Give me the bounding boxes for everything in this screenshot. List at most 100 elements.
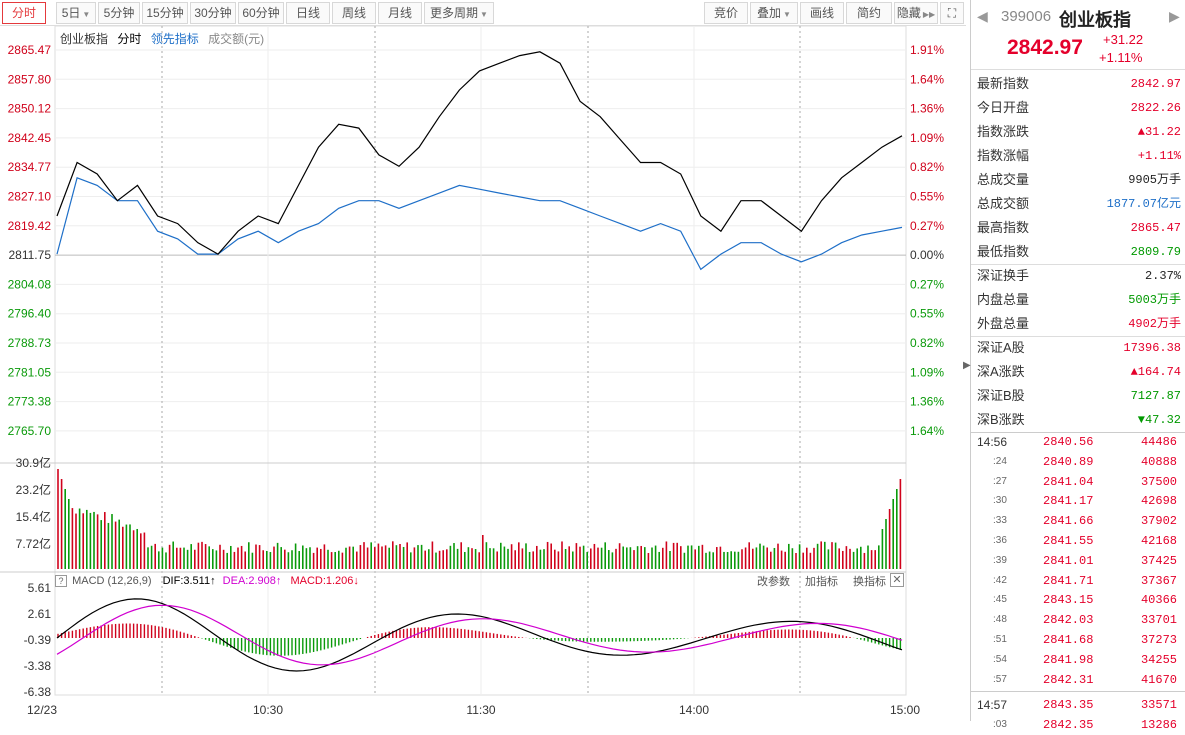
y-tick-right: 0.82% — [910, 160, 944, 174]
tick-time: :42 — [993, 574, 1007, 586]
tick-volume: 33571 — [1140, 698, 1177, 713]
macd-legend: ? MACD (12,26,9) DIF:3.511↑ DEA:2.908↑ M… — [55, 572, 906, 590]
stat-row: 深A涨跌 ▲164.74 — [977, 360, 1181, 384]
tick-time: :54 — [993, 653, 1007, 665]
tick-price: 2841.04 — [1043, 474, 1094, 489]
index-name: 创业板指 — [1059, 10, 1131, 30]
x-tick: 15:00 — [890, 703, 920, 717]
stat-label: 指数涨跌 — [977, 124, 1030, 139]
tick-row: :33 2841.66 37902 — [971, 511, 1181, 531]
macd-dea: DEA:2.908↑ — [222, 575, 282, 587]
tab-more-periods[interactable]: 更多周期 ▼ — [424, 2, 494, 24]
next-arrow-icon[interactable]: ▶ — [1169, 8, 1180, 24]
y-tick-left: 2834.77 — [8, 160, 52, 174]
y-tick-left: 2788.73 — [8, 336, 52, 350]
stat-value: ▲31.22 — [1137, 125, 1181, 139]
tick-price: 2841.55 — [1043, 534, 1094, 548]
chart-legend: 创业板指 分时 领先指标 成交额(元) — [60, 30, 270, 47]
tick-volume: 13286 — [1140, 718, 1177, 733]
tick-volume: 37273 — [1140, 633, 1177, 647]
tick-price: 2841.68 — [1043, 633, 1094, 647]
auction-button[interactable]: 竞价 — [704, 2, 748, 24]
y-tick-right: 0.27% — [910, 219, 944, 233]
tab-daily[interactable]: 日线 — [286, 2, 330, 24]
tick-time: :51 — [993, 634, 1007, 645]
dropdown-icon: ▼ — [783, 10, 791, 19]
collapse-panel-icon[interactable]: ▶ — [963, 360, 971, 371]
tick-row: :36 2841.55 42168 — [971, 531, 1181, 551]
period-toolbar: 分时 5日 ▼ 5分钟 15分钟 30分钟 60分钟 日线 周线 月线 更多周期 ▼… — [0, 0, 966, 26]
tab-5day[interactable]: 5日 ▼ — [56, 2, 96, 24]
draw-line-button[interactable]: 画线 — [800, 2, 844, 24]
stat-label: 今日开盘 — [977, 100, 1030, 115]
macd-params-button[interactable]: 改参数 — [757, 576, 790, 588]
stat-label: 最新指数 — [977, 76, 1030, 91]
intraday-chart[interactable]: 2865.47 1.91% 2857.80 1.64% 2850.12 1.36% 2842… — [0, 25, 966, 721]
x-tick: 14:00 — [679, 703, 709, 717]
stat-value: 7127.87 — [1130, 389, 1181, 403]
tab-monthly[interactable]: 月线 — [378, 2, 422, 24]
price-change: +31.22 — [1103, 32, 1144, 47]
overlay-button[interactable]: 叠加 ▼ — [750, 2, 798, 24]
y-tick-left: 2796.40 — [8, 307, 52, 321]
y-tick-left: 2842.45 — [8, 131, 52, 145]
tab-60min[interactable]: 60分钟 — [238, 2, 284, 24]
quote-panel: ◀ 399006 创业板指 ▶ 2842.97 +31.22 +1.11% 最新… — [970, 0, 1185, 732]
stat-value: 4902万手 — [1128, 317, 1181, 331]
macd-help-icon[interactable]: ? — [55, 575, 67, 587]
dropdown-icon: ▼ — [82, 10, 91, 19]
stat-label: 深证B股 — [977, 388, 1025, 403]
macd-add-button[interactable]: 加指标 — [805, 576, 838, 588]
stat-label: 指数涨幅 — [977, 148, 1030, 163]
stat-row: 指数涨幅 +1.11% — [977, 144, 1181, 168]
tick-row: :51 2841.68 37273 — [971, 630, 1181, 650]
x-tick: 12/23 — [27, 703, 57, 717]
stat-label: 外盘总量 — [977, 316, 1030, 331]
stat-label: 最高指数 — [977, 220, 1030, 235]
hide-button[interactable]: 隐藏 ▶▶ — [894, 2, 938, 24]
divider — [971, 336, 1185, 337]
y-tick-right: 1.64% — [910, 72, 944, 86]
macd-tick: -0.39 — [24, 633, 52, 647]
y-tick-right: 1.09% — [910, 131, 944, 145]
y-tick-right: 0.82% — [910, 336, 944, 350]
tick-volume: 42168 — [1140, 534, 1177, 548]
tick-volume: 33701 — [1140, 613, 1177, 628]
macd-switch-button[interactable]: 换指标 — [853, 576, 886, 588]
tab-5day-label: 5日 — [61, 6, 81, 20]
tab-weekly[interactable]: 周线 — [332, 2, 376, 24]
stat-row: 今日开盘 2822.26 — [977, 96, 1181, 120]
x-tick: 10:30 — [253, 703, 283, 717]
quote-header: ◀ 399006 创业板指 ▶ 2842.97 +31.22 +1.11% — [971, 0, 1185, 70]
tick-price: 2841.66 — [1043, 514, 1094, 529]
stat-label: 最低指数 — [977, 244, 1030, 259]
prev-arrow-icon[interactable]: ◀ — [977, 8, 988, 24]
tick-time: :33 — [993, 515, 1007, 527]
y-tick-left: 2857.80 — [8, 72, 52, 86]
tick-time: :27 — [993, 475, 1007, 487]
simple-button[interactable]: 简约 — [846, 2, 892, 24]
tab-intraday[interactable]: 分时 — [2, 2, 46, 24]
tick-row: :39 2841.01 37425 — [971, 551, 1181, 571]
fullscreen-icon[interactable]: ⛶ — [940, 2, 964, 24]
tick-volume: 37367 — [1140, 573, 1177, 588]
close-icon[interactable]: ✕ — [890, 573, 904, 587]
dif-line — [56, 598, 903, 672]
tick-price: 2843.35 — [1043, 698, 1094, 713]
tick-time: :36 — [993, 535, 1007, 546]
chart-canvas: 2865.47 1.91% 2857.80 1.64% 2850.12 1.36% 2842… — [0, 25, 944, 717]
tick-row: :27 2841.04 37500 — [971, 472, 1181, 492]
stat-value: ▼47.32 — [1137, 413, 1181, 427]
y-tick-left: 2811.75 — [9, 248, 52, 262]
tick-time: :30 — [993, 495, 1007, 507]
y-tick-left: 2773.38 — [8, 395, 52, 409]
tab-15min[interactable]: 15分钟 — [142, 2, 188, 24]
tab-30min[interactable]: 30分钟 — [190, 2, 236, 24]
tick-row: :45 2843.15 40366 — [971, 590, 1181, 610]
hide-label: 隐藏 — [896, 6, 921, 20]
tab-5min[interactable]: 5分钟 — [98, 2, 140, 24]
tick-time: :57 — [993, 673, 1007, 685]
stat-label: 深证换手 — [977, 268, 1030, 283]
price-line — [56, 51, 903, 255]
y-tick-right: 1.36% — [910, 102, 944, 116]
